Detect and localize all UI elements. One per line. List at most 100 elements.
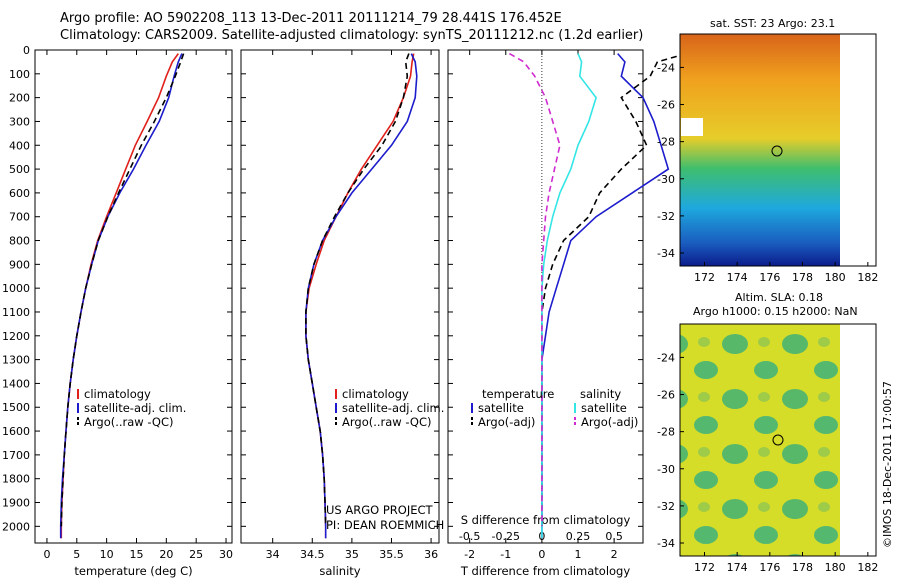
ytick-label: 400 [9, 139, 30, 152]
sst-map-frame [679, 33, 877, 267]
xtick-label: 5 [73, 548, 80, 561]
ytick-label: 500 [9, 163, 30, 176]
ytick-label: 1100 [2, 306, 30, 319]
map-ytick-label: -32 [657, 500, 675, 513]
map-ytick-label: -24 [657, 351, 675, 364]
credit-text: US ARGO PROJECT [326, 503, 434, 517]
map-ytick-label: -26 [657, 99, 675, 112]
map-xtick-label: 178 [792, 271, 813, 284]
series-line-sal_argo [509, 52, 561, 527]
xlabel: T difference from climatology [460, 564, 631, 578]
map-xtick-label: 174 [727, 561, 748, 574]
s-tick-label: -0.25 [492, 530, 520, 543]
xtick-label: -2 [464, 548, 475, 561]
map-xtick-label: 176 [759, 271, 780, 284]
pi-text: PI: DEAN ROEMMICH [326, 518, 444, 532]
ytick-label: 600 [9, 187, 30, 200]
panel-frame [240, 49, 440, 544]
sla-map-title: Altim. SLA: 0.18 [735, 291, 824, 304]
ytick-label: 2000 [2, 520, 30, 533]
legend-header: temperature [482, 387, 554, 401]
ytick-label: 1600 [2, 425, 30, 438]
ytick-label: 1300 [2, 354, 30, 367]
legend-label: climatology [84, 387, 151, 401]
map-xtick-label: 174 [727, 271, 748, 284]
s-tick-label: 0.5 [605, 530, 623, 543]
map-xtick-label: 178 [792, 561, 813, 574]
profile-panel-1: 0 5 10 15 20 25 300100200300400500600700800900… [2, 44, 233, 578]
ytick-label: 900 [9, 258, 30, 271]
ytick-label: 300 [9, 115, 30, 128]
xtick-label: 10 [100, 548, 114, 561]
s-tick-label: -0.5 [459, 530, 480, 543]
xtick-label: 36 [424, 548, 438, 561]
panel-frame [447, 49, 644, 544]
ytick-label: 200 [9, 92, 30, 105]
xtick-label: 15 [129, 548, 143, 561]
map-xtick-label: 180 [825, 561, 846, 574]
xtick-label: 34.5 [300, 548, 325, 561]
xtick-label: 0 [43, 548, 50, 561]
map-xtick-label: 182 [857, 271, 878, 284]
ytick-label: 0 [23, 44, 30, 57]
xtick-label: 0 [538, 548, 545, 561]
map-ytick-label: -24 [657, 61, 675, 74]
ytick-label: 800 [9, 235, 30, 248]
ytick-label: 1200 [2, 330, 30, 343]
sla-profile-marker [772, 434, 784, 446]
profile-panel-2: 34 34.5 35 35.5 36 salinity climatologysatelli… [240, 49, 444, 578]
profile-title: Argo profile: AO 5902208_113 13-Dec-2011… [60, 11, 562, 26]
map-ytick-label: -34 [657, 537, 675, 550]
sst-missing-patch [681, 118, 703, 136]
map-ytick-label: -30 [657, 173, 675, 186]
ytick-label: 700 [9, 211, 30, 224]
sla-map-frame [679, 323, 877, 557]
legend-label: Argo(..raw -QC) [84, 415, 174, 429]
legend-label: Argo(-adj) [478, 415, 535, 429]
xlabel: temperature (deg C) [74, 564, 192, 578]
panel-frame [34, 49, 233, 544]
ytick-label: 1500 [2, 401, 30, 414]
legend-label: satellite-adj. clim. [84, 401, 186, 415]
map-ytick-label: -28 [657, 136, 675, 149]
series-line-argo [60, 53, 185, 527]
ytick-label: 1400 [2, 377, 30, 390]
climatology-title: Climatology: CARS2009. Satellite-adjuste… [60, 28, 644, 43]
xtick-label: 1 [575, 548, 582, 561]
xtick-label: 20 [159, 548, 173, 561]
legend-label: satellite-adj. clim. [342, 401, 444, 415]
legend-header: salinity [580, 387, 621, 401]
profile-panels: 0 5 10 15 20 25 300100200300400500600700800900… [2, 44, 687, 578]
ytick-label: 1900 [2, 497, 30, 510]
sla-map-subtitle: Argo h1000: 0.15 h2000: NaN [693, 305, 858, 318]
map-ytick-label: -30 [657, 463, 675, 476]
xtick-label: -1 [500, 548, 511, 561]
legend-label: satellite [478, 401, 524, 415]
profile-panel-3: -2 -1 0 1 2-0.5 -0.25 0 0.25 0.5S difference fro… [447, 49, 687, 578]
xtick-label: 30 [219, 548, 233, 561]
xtick-label: 34 [266, 548, 280, 561]
ytick-label: 1700 [2, 449, 30, 462]
map-xtick-label: 182 [857, 561, 878, 574]
xlabel: salinity [319, 564, 360, 578]
sst-map-title: sat. SST: 23 Argo: 23.1 [710, 17, 836, 30]
map-xtick-label: 172 [694, 561, 715, 574]
xtick-label: 35.5 [379, 548, 404, 561]
xlabel-top: S difference from climatology [461, 513, 631, 527]
xtick-label: 25 [189, 548, 203, 561]
ytick-label: 100 [9, 68, 30, 81]
sst-field [680, 34, 840, 266]
map-xtick-label: 172 [694, 271, 715, 284]
xtick-label: 35 [345, 548, 359, 561]
sst-profile-marker [771, 145, 783, 157]
legend-label: climatology [342, 387, 409, 401]
xtick-label: 2 [611, 548, 618, 561]
map-ytick-label: -32 [657, 210, 675, 223]
legend-label: satellite [581, 401, 627, 415]
sla-map [679, 323, 877, 557]
map-ytick-label: -28 [657, 426, 675, 439]
map-ytick-label: -26 [657, 389, 675, 402]
s-tick-label: 0.25 [566, 530, 591, 543]
ytick-label: 1800 [2, 473, 30, 486]
